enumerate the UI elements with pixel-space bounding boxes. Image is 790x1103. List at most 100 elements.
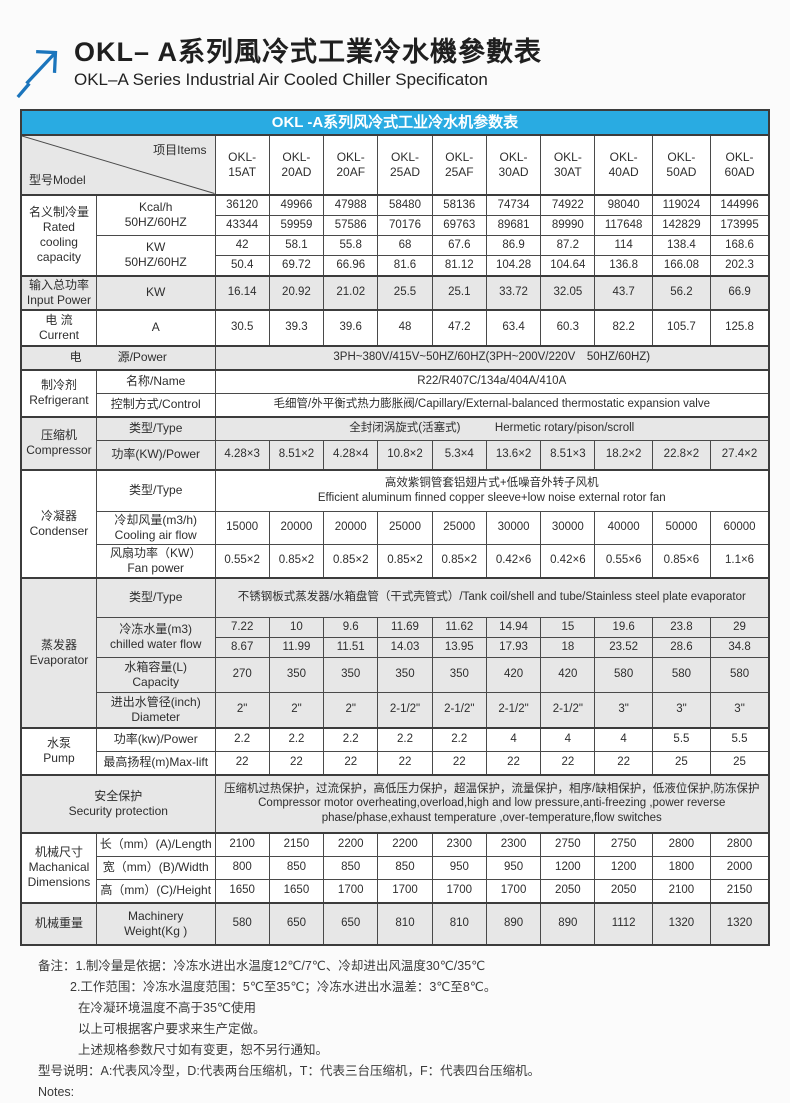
spec-cell: 350 xyxy=(323,656,379,693)
security-value: 压缩机过热保护，过流保护，高低压力保护，超温保护，流量保护，相序/缺相保护，低液… xyxy=(214,773,770,833)
spec-cell: 0.55×6 xyxy=(594,543,653,578)
spec-cell: 850 xyxy=(323,855,379,880)
compressor-type-value: 全封闭涡旋式(活塞式) Hermetic rotary/pison/scroll xyxy=(214,415,770,441)
row-label-security: 安全保护 Security protection xyxy=(20,773,216,833)
compressor-power-row: 功率(KW)/Power 4.28×3 8.51×2 4.28×4 10.8×2 5.3… xyxy=(21,439,770,470)
spec-cell: 580 xyxy=(710,656,770,693)
spec-cell: 4 xyxy=(540,726,596,752)
spec-cell: 81.12 xyxy=(431,254,487,276)
spec-cell: 1800 xyxy=(651,855,712,880)
row-label-kcal: Kcal/h 50HZ/60HZ xyxy=(95,193,216,236)
spec-cell: 69763 xyxy=(431,214,487,236)
spec-cell: 2100 xyxy=(214,831,270,857)
spec-cell: 2.2 xyxy=(377,726,433,752)
dimension-width-row: 宽（mm）(B)/Width 800 850 850 850 950 950 1200 120… xyxy=(21,855,770,880)
dimension-height-row: 高（mm）(C)/Height 1650 1650 1700 1700 1700 1700… xyxy=(21,878,770,903)
refrigerant-name-value: R22/R407C/134a/404A/410A xyxy=(214,368,770,394)
current-row: 电 流 Current A 30.5 39.3 39.6 48 47.2 63.4 60.3… xyxy=(20,308,770,346)
rated-kw-50hz-row: KW 50HZ/60HZ 42 58.1 55.8 68 67.6 86.9 87.2 114… xyxy=(21,234,770,276)
spec-cell: 2750 xyxy=(540,831,596,857)
spec-cell: 33.72 xyxy=(485,274,542,310)
spec-cell: 166.08 xyxy=(651,254,712,276)
spec-cell: 7.22 xyxy=(214,616,270,638)
rated-kcal-60hz-row: 43344 59959 57586 70176 69763 89681 89990 11764… xyxy=(21,214,770,236)
spec-cell: 74734 xyxy=(485,193,542,216)
spec-cell: 8.51×2 xyxy=(268,439,325,470)
condenser-type-value: 高效紫铜管套铝翅片式+低噪音外转子风机 Efficient aluminum f… xyxy=(214,468,770,512)
spec-cell: 30.5 xyxy=(214,308,270,346)
spec-cell: 850 xyxy=(268,855,325,880)
spec-cell: 0.85×2 xyxy=(323,543,379,578)
row-label-compressor-type: 类型/Type xyxy=(95,415,216,441)
row-group-dimensions: 机械尺寸 Machanical Dimensions xyxy=(20,831,97,903)
compressor-type-row: 压缩机 Compressor 类型/Type 全封闭涡旋式(活塞式) Herme… xyxy=(20,415,770,470)
spec-cell: 36120 xyxy=(214,193,270,216)
dimension-length-row: 机械尺寸 Machanical Dimensions 长（mm）(A)/Leng… xyxy=(20,831,770,903)
spec-cell: 270 xyxy=(214,656,270,693)
spec-cell: 2300 xyxy=(431,831,487,857)
spec-cell: 22 xyxy=(214,750,270,775)
spec-cell: 0.42×6 xyxy=(485,543,542,578)
spec-cell: 580 xyxy=(651,656,712,693)
row-label-length: 长（mm）(A)/Length xyxy=(95,831,216,857)
spec-cell: 0.85×2 xyxy=(268,543,325,578)
spec-cell: 25 xyxy=(651,750,712,775)
spec-cell: 420 xyxy=(485,656,542,693)
security-protection-row: 安全保护 Security protection 压缩机过热保护，过流保护，高低… xyxy=(20,773,770,833)
spec-cell: 2" xyxy=(268,691,325,728)
spec-cell: 0.55×2 xyxy=(214,543,270,578)
spec-cell: 39.3 xyxy=(268,308,325,346)
spec-cell: 2-1/2" xyxy=(485,691,542,728)
row-label-evaporator-type: 类型/Type xyxy=(95,576,216,618)
rated-kw-60hz-row: 50.4 69.72 66.96 81.6 81.12 104.28 104.64 136.8… xyxy=(21,254,770,276)
spec-cell: 5.3×4 xyxy=(431,439,487,470)
spec-cell: 117648 xyxy=(594,214,653,236)
spec-cell: 810 xyxy=(377,901,433,945)
spec-cell: 173995 xyxy=(710,214,770,236)
corner-model-label: 型号Model xyxy=(29,172,86,187)
spec-cell: 650 xyxy=(268,901,325,945)
spec-cell: 43344 xyxy=(214,214,270,236)
spec-cell: 0.42×6 xyxy=(540,543,596,578)
spec-cell: 82.2 xyxy=(594,308,653,346)
model-col-header: OKL- 30AD xyxy=(485,134,542,195)
spec-cell: 21.02 xyxy=(323,274,379,310)
spec-cell: 2800 xyxy=(710,831,770,857)
spec-cell: 2050 xyxy=(594,878,653,903)
spec-cell: 580 xyxy=(214,901,270,945)
refrigerant-control-row: 控制方式/Control 毛细管/外平衡式热力膨胀阀/Capillary/Ext… xyxy=(21,392,770,417)
spec-cell: 142829 xyxy=(651,214,712,236)
spec-cell: 27.4×2 xyxy=(710,439,770,470)
note-line: 型号说明：A:代表风冷型，D:代表两台压缩机，T：代表三台压缩机，F：代表四台压… xyxy=(38,1063,541,1078)
row-label-input-power: 输入总功率 Input Power xyxy=(20,274,97,310)
spec-cell: 16.14 xyxy=(214,274,270,310)
row-label-current: 电 流 Current xyxy=(20,308,97,346)
model-header-row: 型号Model 项目Items OKL- 15AT OKL- 20AD OKL-… xyxy=(20,134,770,195)
refrigerant-control-value: 毛细管/外平衡式热力膨胀阀/Capillary/External-balance… xyxy=(214,392,770,417)
spec-cell: 47.2 xyxy=(431,308,487,346)
spec-cell: 11.69 xyxy=(377,616,433,638)
spec-cell: 202.3 xyxy=(710,254,770,276)
spec-cell: 2.2 xyxy=(268,726,325,752)
row-label-refrigerant-control: 控制方式/Control xyxy=(95,392,216,417)
spec-cell: 47988 xyxy=(323,193,379,216)
spec-cell: 2050 xyxy=(540,878,596,903)
spec-cell: 2150 xyxy=(268,831,325,857)
spec-cell: 4.28×4 xyxy=(323,439,379,470)
spec-cell: 350 xyxy=(431,656,487,693)
unit-a: A xyxy=(95,308,216,346)
spec-cell: 1700 xyxy=(431,878,487,903)
condenser-type-row: 冷凝器 Condenser 类型/Type 高效紫铜管套铝翅片式+低噪音外转子风… xyxy=(20,468,770,578)
row-label-kw: KW 50HZ/60HZ xyxy=(95,234,216,276)
row-label-pump-power: 功率(kw)/Power xyxy=(95,726,216,752)
refrigerant-name-row: 制冷剂 Refrigerant 名称/Name R22/R407C/134a/4… xyxy=(20,368,770,417)
model-col-header: OKL- 15AT xyxy=(214,134,270,195)
spec-cell: 350 xyxy=(377,656,433,693)
spec-cell: 32.05 xyxy=(540,274,596,310)
model-col-header: OKL- 25AF xyxy=(431,134,487,195)
spec-cell: 420 xyxy=(540,656,596,693)
spec-cell: 89681 xyxy=(485,214,542,236)
row-label-height: 高（mm）(C)/Height xyxy=(95,878,216,903)
spec-cell: 48 xyxy=(377,308,433,346)
spec-cell: 74922 xyxy=(540,193,596,216)
